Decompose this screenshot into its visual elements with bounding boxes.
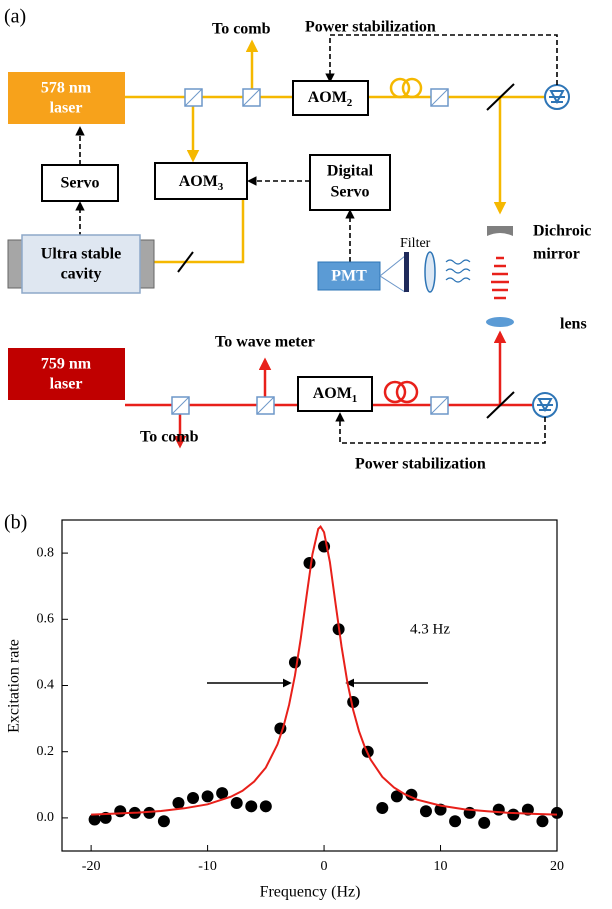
fit-line: [91, 525, 558, 816]
data-point: [143, 806, 156, 819]
fiber: [395, 380, 419, 404]
data-point: [201, 790, 214, 803]
laser-759: [8, 348, 125, 400]
y-tick-label: 0.6: [37, 612, 55, 627]
y-tick-label: 0.4: [37, 678, 55, 693]
y-tick-label: 0.8: [37, 545, 55, 560]
fiber: [401, 77, 423, 99]
label: Power stabilization: [305, 19, 436, 36]
panel-label: (a): [4, 6, 26, 28]
feedback: [335, 412, 546, 444]
data-point: [551, 806, 563, 819]
label: To comb: [140, 429, 199, 446]
data-point: [216, 787, 229, 800]
label: To comb: [212, 21, 271, 38]
aom-label: AOM: [308, 89, 347, 106]
aom-label: AOM: [313, 385, 352, 402]
data-point: [172, 797, 185, 810]
pmt: [317, 261, 381, 291]
beam-splitters: [171, 88, 449, 415]
data-point: [449, 815, 462, 828]
chart: (b) Frequency (Hz) Excitation rate 4.3 H…: [4, 512, 564, 901]
aom: [154, 162, 248, 200]
label: Dichroic: [533, 223, 591, 240]
box-label: 578 nm: [41, 80, 92, 97]
y-axis-label: Excitation rate: [6, 639, 23, 733]
digital-servo: [309, 154, 391, 211]
aom-label: AOM: [179, 173, 218, 190]
box-label: AOM3: [179, 173, 224, 193]
servo: [41, 164, 119, 202]
y-tick-label: 0.2: [37, 744, 55, 759]
x-tick-label: -20: [82, 859, 101, 874]
x-tick-label: 10: [434, 859, 448, 874]
mirror: [177, 251, 194, 273]
data-point: [157, 815, 170, 828]
data-point: [376, 801, 389, 814]
filter: [404, 252, 409, 292]
data-point: [419, 805, 432, 818]
data-point: [288, 656, 301, 669]
dichroic-mirror: [487, 226, 513, 236]
fiber: [383, 380, 407, 404]
data-point: [536, 815, 549, 828]
label: mirror: [533, 246, 580, 263]
panel-label: (b): [4, 512, 27, 534]
box-label: 759 nm: [41, 356, 92, 373]
aom-sub: 1: [352, 393, 358, 405]
x-tick-label: 0: [321, 859, 328, 874]
aom: [297, 376, 373, 412]
label: Power stabilization: [355, 456, 486, 473]
mirror: [486, 391, 515, 419]
box-label: AOM2: [308, 89, 353, 109]
data-point: [507, 808, 520, 821]
box-label: Servo: [330, 184, 369, 201]
data-point: [259, 800, 272, 813]
lens: [424, 251, 436, 293]
cavity: [21, 234, 141, 294]
box-label: Servo: [60, 175, 99, 192]
aom-sub: 3: [218, 181, 224, 193]
data-point: [478, 816, 491, 829]
label: lens: [560, 316, 587, 333]
box-label: laser: [50, 100, 83, 117]
x-tick-label: -10: [198, 859, 217, 874]
data-point: [390, 790, 403, 803]
data-point: [88, 813, 101, 826]
fiber: [389, 77, 411, 99]
beam-578: [140, 200, 245, 264]
fluorescence: [445, 259, 471, 283]
aom-sub: 2: [347, 97, 353, 109]
diagram: (a): [4, 6, 591, 473]
box-label: laser: [50, 376, 83, 393]
y-tick-label: 0.0: [37, 810, 55, 825]
feedback: [325, 34, 558, 85]
aom: [292, 80, 369, 116]
data-point: [492, 803, 505, 816]
cavity-end: [7, 239, 23, 289]
data-point: [230, 797, 243, 810]
data-point: [187, 792, 200, 805]
box-label: Ultra stable: [41, 246, 121, 263]
box-label: cavity: [61, 266, 102, 283]
laser-578: [8, 72, 125, 124]
lens: [486, 317, 514, 327]
atoms: [491, 256, 509, 300]
cavity-end: [139, 239, 155, 289]
data-point: [303, 557, 316, 570]
filter-label: Filter: [400, 236, 431, 251]
data-point: [245, 800, 258, 813]
x-tick-label: 20: [550, 859, 564, 874]
box-label: Digital: [327, 163, 374, 180]
annotation: 4.3 Hz: [410, 621, 450, 637]
x-axis-label: Frequency (Hz): [260, 884, 361, 901]
light-cone: [379, 255, 406, 293]
mirror: [486, 83, 515, 111]
box-label: AOM1: [313, 385, 358, 405]
data-point: [114, 805, 127, 818]
box-label: PMT: [331, 268, 367, 285]
label: To wave meter: [215, 334, 315, 351]
